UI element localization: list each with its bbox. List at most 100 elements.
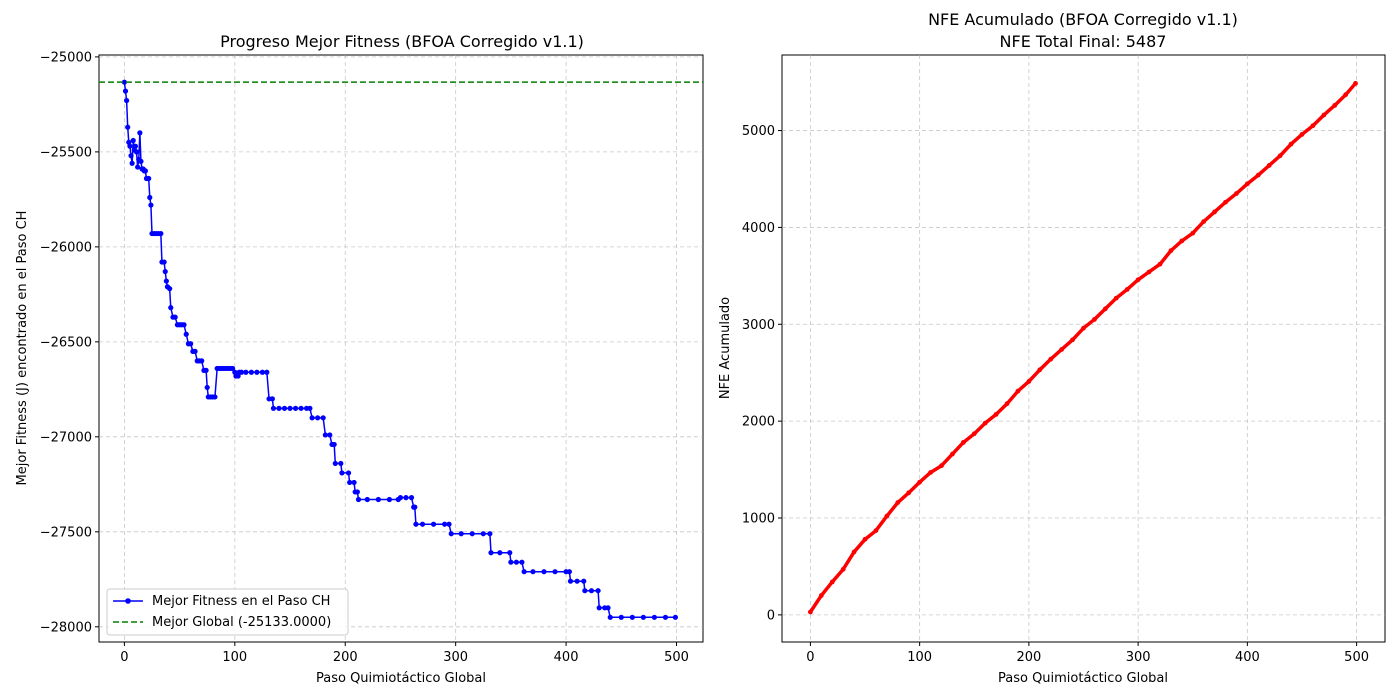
- data-point: [199, 358, 205, 364]
- x-tick-label: 400: [554, 650, 579, 665]
- legend: Mejor Fitness en el Paso CH Mejor Global…: [106, 588, 349, 636]
- data-point: [259, 369, 266, 375]
- plot-frame: [781, 54, 1386, 643]
- x-tick-label: 400: [1235, 650, 1260, 665]
- data-point: [1157, 261, 1163, 267]
- y-ticks: −25000 −25500 −26000 −26500 −27000 −27500 −280…: [40, 50, 99, 635]
- data-point: [960, 440, 966, 445]
- data-point: [1026, 379, 1032, 384]
- data-point: [181, 322, 187, 328]
- data-point: [276, 405, 282, 411]
- y-tick-label: −26500: [40, 335, 92, 350]
- data-point: [269, 396, 275, 402]
- data-point: [873, 528, 879, 534]
- data-point: [487, 531, 493, 537]
- data-point: [122, 88, 129, 94]
- data-point: [1135, 277, 1141, 283]
- data-point: [364, 496, 370, 503]
- data-point: [339, 470, 345, 476]
- series-layer: [808, 80, 1358, 615]
- data-point: [188, 341, 194, 347]
- data-point: [338, 460, 344, 467]
- data-point: [458, 531, 464, 537]
- x-tick-label: 200: [333, 650, 358, 665]
- data-point: [161, 259, 167, 265]
- data-point: [917, 479, 923, 485]
- data-point: [581, 578, 587, 584]
- data-point: [307, 405, 313, 411]
- data-point: [1168, 248, 1174, 254]
- data-point: [412, 504, 418, 510]
- data-point: [397, 495, 404, 501]
- data-point: [254, 369, 260, 375]
- x-tick-label: 300: [1126, 650, 1151, 665]
- chart-subtitle: NFE Total Final: 5487: [1000, 32, 1167, 51]
- data-point: [513, 559, 519, 565]
- data-point: [469, 531, 475, 537]
- data-point: [167, 286, 173, 292]
- data-point: [142, 168, 148, 174]
- data-point: [147, 194, 153, 201]
- legend-label-fitness: Mejor Fitness en el Paso CH: [152, 594, 330, 609]
- data-point: [327, 432, 333, 438]
- data-point: [419, 521, 426, 527]
- data-point: [331, 441, 337, 448]
- y-tick-label: 3000: [742, 318, 775, 333]
- data-point: [1201, 219, 1207, 225]
- data-point: [651, 614, 658, 620]
- data-point: [125, 124, 131, 130]
- data-point: [574, 578, 580, 584]
- data-point: [840, 566, 846, 572]
- y-tick-label: 4000: [742, 221, 775, 236]
- data-point: [1223, 199, 1228, 205]
- data-point: [1124, 287, 1130, 292]
- data-point: [1353, 80, 1358, 86]
- data-point: [1190, 230, 1196, 236]
- y-tick-label: −27500: [40, 525, 92, 540]
- data-point: [1059, 347, 1065, 352]
- data-point: [351, 479, 357, 486]
- x-tick-label: 100: [907, 650, 932, 665]
- data-point: [595, 588, 601, 594]
- data-point: [672, 614, 678, 620]
- data-point: [386, 496, 393, 503]
- plot-frame: [98, 54, 704, 643]
- data-point: [629, 614, 635, 620]
- data-point: [552, 569, 558, 575]
- data-point: [884, 513, 890, 519]
- data-point: [480, 531, 486, 537]
- data-point: [375, 496, 381, 503]
- data-point: [354, 489, 360, 495]
- data-point: [1310, 123, 1316, 129]
- data-point: [508, 559, 514, 565]
- grid: [782, 55, 1385, 642]
- data-point: [1004, 401, 1010, 407]
- x-tick-label: 500: [1344, 650, 1369, 665]
- y-tick-label: 1000: [742, 512, 775, 527]
- data-point: [203, 367, 209, 373]
- data-point: [596, 605, 602, 611]
- data-point: [148, 202, 154, 208]
- legend-box: [106, 588, 349, 636]
- data-point: [130, 137, 136, 144]
- data-point: [1102, 306, 1108, 312]
- data-point: [1299, 132, 1305, 137]
- data-point: [137, 130, 143, 136]
- data-point: [521, 569, 527, 575]
- data-point: [121, 79, 127, 85]
- data-point: [1244, 181, 1250, 187]
- data-point: [1092, 317, 1097, 322]
- data-point: [862, 536, 868, 542]
- data-point: [851, 549, 857, 555]
- data-point: [315, 415, 321, 421]
- data-point: [403, 495, 409, 501]
- x-tick-label: 0: [120, 650, 128, 665]
- data-point: [355, 496, 362, 503]
- data-point: [183, 331, 189, 337]
- legend-marker-fitness: [125, 598, 131, 604]
- data-point: [320, 415, 326, 421]
- data-point: [158, 230, 164, 237]
- data-point: [127, 143, 133, 149]
- data-point: [895, 500, 901, 505]
